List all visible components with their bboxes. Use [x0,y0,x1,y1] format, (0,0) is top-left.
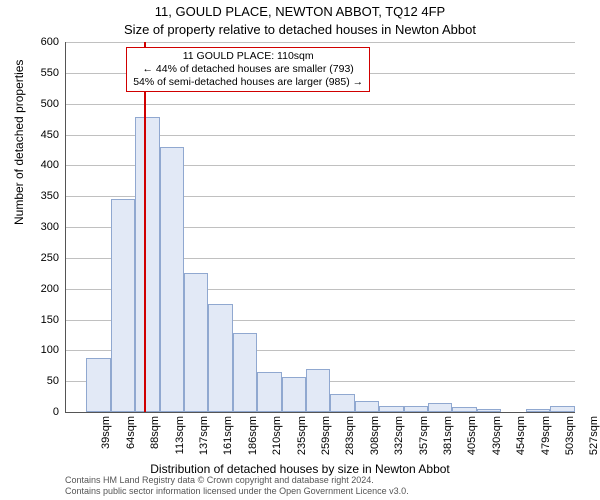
histogram-bar [111,199,135,412]
y-tick-label: 0 [53,406,59,418]
y-tick-label: 100 [41,344,59,356]
credit-line-1: Contains HM Land Registry data © Crown c… [65,475,374,485]
credit-text: Contains HM Land Registry data © Crown c… [65,475,590,496]
reference-line [144,42,146,412]
histogram-bar [330,394,355,413]
y-tick-label: 450 [41,129,59,141]
title-sub: Size of property relative to detached ho… [0,22,600,37]
histogram-bar [306,369,330,412]
gridline [65,104,575,105]
histogram-bar [355,401,379,412]
histogram-bar [428,403,452,412]
y-tick-label: 350 [41,190,59,202]
y-tick-label: 500 [41,98,59,110]
gridline [65,42,575,43]
y-tick-label: 150 [41,314,59,326]
histogram-bar [86,358,111,412]
annotation-line-1: 11 GOULD PLACE: 110sqm [183,50,314,62]
histogram-bar [208,304,233,412]
x-axis-title: Distribution of detached houses by size … [0,462,600,476]
histogram-bar [184,273,208,412]
chart-plot-area: 05010015020025030035040045050055060039sq… [65,42,575,412]
y-tick-label: 300 [41,221,59,233]
y-tick-label: 250 [41,252,59,264]
histogram-bar [135,117,160,412]
histogram-bar [282,377,306,412]
annotation-line-2: ← 44% of detached houses are smaller (79… [143,63,354,75]
y-axis-line [65,42,66,412]
x-axis-line [65,412,575,413]
y-tick-label: 200 [41,283,59,295]
histogram-bar [160,147,184,412]
y-axis-title: Number of detached properties [12,60,26,225]
annotation-line-3: 54% of semi-detached houses are larger (… [133,76,363,88]
histogram-bar [257,372,282,412]
y-tick-label: 400 [41,159,59,171]
title-main: 11, GOULD PLACE, NEWTON ABBOT, TQ12 4FP [0,4,600,19]
credit-line-2: Contains public sector information licen… [65,486,409,496]
y-tick-label: 550 [41,67,59,79]
annotation-box: 11 GOULD PLACE: 110sqm← 44% of detached … [126,47,370,92]
y-tick-label: 50 [47,375,59,387]
histogram-bar [233,333,257,412]
y-tick-label: 600 [41,36,59,48]
